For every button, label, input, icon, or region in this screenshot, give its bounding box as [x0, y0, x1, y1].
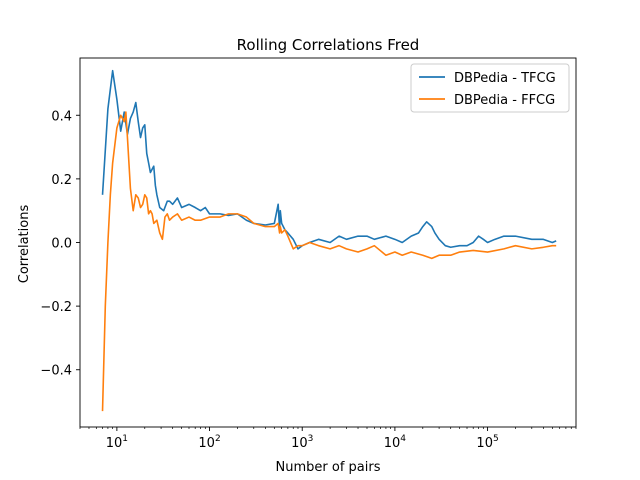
legend-label-2: DBPedia - FFCG: [454, 93, 555, 108]
y-tick-label: −0.4: [40, 364, 72, 379]
y-tick-label: 0.2: [51, 173, 72, 188]
y-tick-label: −0.2: [40, 300, 72, 315]
y-tick-label: 0.0: [51, 237, 72, 252]
y-axis-title: Correlations: [17, 205, 32, 284]
chart-title: Rolling Correlations Fred: [237, 36, 420, 54]
legend-label-1: DBPedia - TFCG: [454, 71, 556, 86]
x-axis-title: Number of pairs: [276, 460, 381, 475]
legend: DBPedia - TFCG DBPedia - FFCG: [411, 64, 569, 112]
y-tick-label: 0.4: [51, 109, 72, 124]
